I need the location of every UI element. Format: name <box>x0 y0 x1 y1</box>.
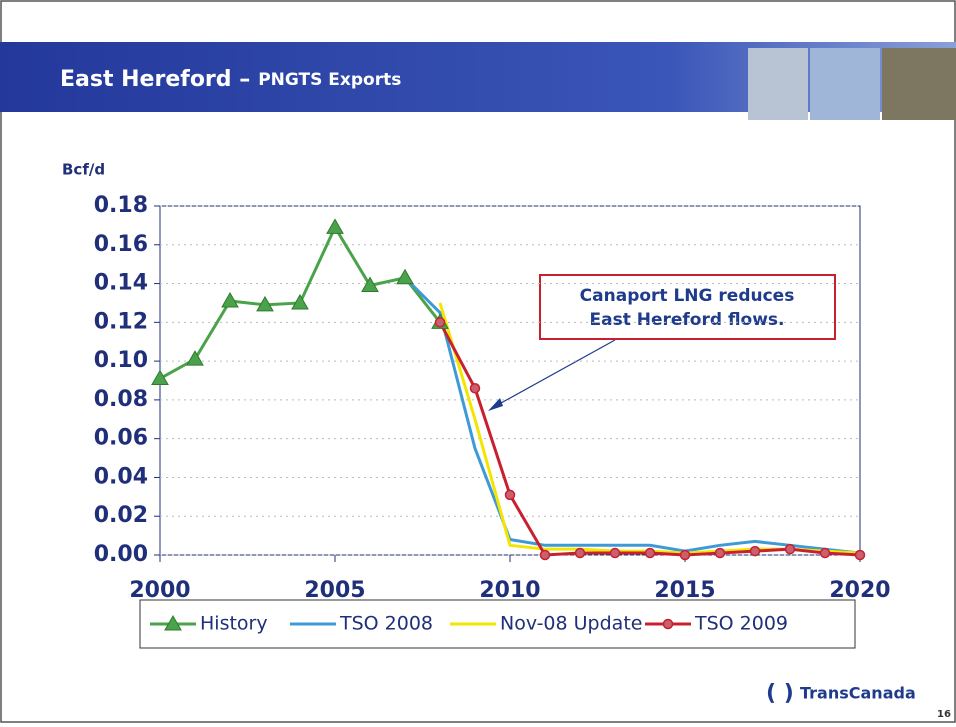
marker <box>714 547 726 559</box>
logo: TransCanada <box>800 684 916 703</box>
y-tick-label: 0.06 <box>94 426 148 451</box>
y-tick-label: 0.02 <box>94 503 148 528</box>
marker <box>574 547 586 559</box>
legend-label: Nov-08 Update <box>500 613 642 635</box>
header-image <box>810 48 880 120</box>
arrow-head <box>488 398 503 411</box>
annotation-arrow <box>491 339 616 409</box>
marker <box>679 549 691 561</box>
marker <box>784 543 796 555</box>
marker <box>256 295 274 312</box>
legend-box <box>139 599 856 649</box>
annotation: East Hereford flows. <box>589 310 784 330</box>
marker <box>396 268 414 285</box>
marker <box>221 291 239 308</box>
x-tick-label: 2005 <box>304 578 365 603</box>
y-tick-label: 0.00 <box>94 542 148 567</box>
marker <box>819 547 831 559</box>
header-image <box>882 48 956 120</box>
annotation-box <box>539 274 836 340</box>
marker <box>609 547 621 559</box>
y-tick-label: 0.18 <box>94 193 148 218</box>
x-tick-label: 2020 <box>829 578 890 603</box>
legend-label: TSO 2008 <box>339 613 433 635</box>
marker <box>469 383 481 394</box>
y-tick-label: 0.16 <box>94 232 148 257</box>
marker <box>854 549 866 561</box>
marker <box>361 276 379 292</box>
marker <box>151 369 169 386</box>
y-tick-label: 0.10 <box>94 348 148 373</box>
marker <box>326 218 344 234</box>
y-tick-label: 0.12 <box>94 309 148 334</box>
x-tick-label: 2010 <box>479 578 540 603</box>
x-tick-label: 2015 <box>654 578 715 603</box>
legend-label: History <box>200 613 268 635</box>
y-axis-label: Bcf/d <box>62 161 105 179</box>
marker <box>662 618 674 630</box>
marker <box>186 350 204 366</box>
header-image <box>748 48 808 120</box>
annotation: Canaport LNG reduces <box>580 286 795 306</box>
marker <box>539 549 551 561</box>
y-tick-label: 0.14 <box>94 271 148 296</box>
series-line <box>438 302 861 555</box>
chart-title: East Hereford – PNGTS Exports <box>60 67 401 92</box>
marker <box>644 547 656 559</box>
x-tick-label: 2000 <box>129 578 190 603</box>
marker <box>291 293 309 310</box>
logo-mark: ( ) <box>766 681 794 706</box>
y-tick-label: 0.04 <box>94 464 148 489</box>
plot-area <box>159 205 861 556</box>
page-number: 16 <box>937 709 951 720</box>
marker <box>164 614 182 631</box>
legend-label: TSO 2009 <box>694 613 788 635</box>
marker <box>749 545 761 557</box>
marker <box>504 489 516 501</box>
marker <box>434 317 446 328</box>
series-line <box>403 276 861 555</box>
y-tick-label: 0.08 <box>94 387 148 412</box>
